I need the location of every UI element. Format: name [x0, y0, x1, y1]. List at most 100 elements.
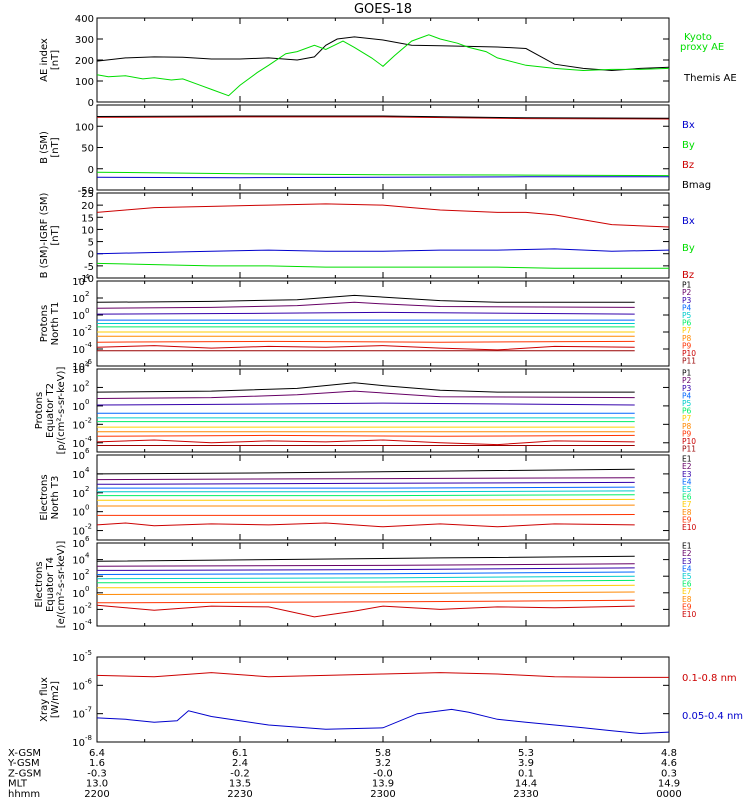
panel-6-legend-e6: E6: [682, 493, 692, 502]
panel-5-series-p3: [96, 402, 635, 406]
panel-5-legend-p7: P7: [682, 414, 692, 423]
panel-4-ytick-label: 10: [72, 311, 85, 322]
panel-7-legend-e5: E5: [682, 572, 692, 581]
panel-6-ytick-exponent: 0: [85, 504, 89, 512]
xaxis-tick-value: 13.9: [372, 779, 394, 790]
xaxis-tick-value: 6.4: [89, 748, 105, 759]
panel-5-legend-p11: P11: [682, 445, 696, 454]
panel-6-legend-e3: E3: [682, 470, 692, 479]
panel-5-ytick-label: 10: [72, 439, 85, 450]
xaxis-tick-value: 2230: [227, 789, 252, 800]
panel-6-ytick-label: 10: [72, 508, 85, 519]
panel-6-ytick-label: 10: [72, 470, 85, 481]
panel-5-ytick-exponent: -2: [85, 416, 92, 424]
panel-4-legend-p7: P7: [682, 326, 692, 335]
panel-7-ytick-label: 10: [72, 556, 85, 567]
panel-8-legend-0-05-0-4-nm: 0.05-0.4 nm: [682, 711, 743, 722]
panel-8-ylabel: Xray flux: [39, 677, 50, 722]
panel-7-series-e6: [96, 579, 635, 584]
panel-5-ylabel: Equator T2: [45, 383, 56, 438]
panel-4-ytick-exponent: 2: [85, 290, 89, 298]
panel-8-ytick-label: 10: [72, 710, 85, 721]
panel-6-ytick-label: 10: [72, 489, 85, 500]
panel-1-ytick-label: 200: [75, 56, 94, 67]
xaxis-row-label: X-GSM: [8, 748, 41, 759]
xaxis-row-label: Z-GSM: [8, 768, 41, 779]
xaxis-tick-value: 14.9: [658, 779, 680, 790]
panel-5-ytick-exponent: 4: [85, 361, 90, 369]
xaxis-tick-value: -0.2: [230, 768, 250, 779]
panel-7-series-e2: [96, 563, 635, 567]
panel-1-ytick-label: 100: [75, 77, 94, 88]
panel-7-series-e4: [96, 571, 635, 575]
xaxis-row-label: MLT: [8, 779, 28, 790]
panel-7-legend-e7: E7: [682, 587, 692, 596]
xaxis-tick-value: -0.0: [373, 768, 393, 779]
panel-7-ytick-label: 10: [72, 539, 85, 550]
panel-3-legend-bz: Bz: [682, 270, 694, 281]
panel-6-ytick-exponent: 2: [85, 485, 89, 493]
panel-6-series-e1: [96, 468, 635, 475]
panel-8-legend-0-1-0-8-nm: 0.1-0.8 nm: [682, 673, 737, 684]
panel-2-ytick-label: 0: [88, 165, 94, 176]
panel-6-ytick-label: 10: [72, 451, 85, 462]
panel-7-ytick-exponent: -4: [85, 618, 93, 626]
panel-6-series-e5: [97, 490, 635, 493]
panel-3-ylabel: [nT]: [50, 225, 61, 245]
panel-5-ylabel: [p/(cm²-s-sr-keV)]: [56, 367, 67, 455]
panel-6-legend-e4: E4: [682, 477, 692, 486]
panel-4-ytick-label: 10: [72, 345, 85, 356]
xaxis-tick-value: 0.3: [661, 768, 677, 779]
panel-7-legend-e1: E1: [682, 542, 692, 551]
panel-1-ylabel: AE index: [39, 38, 50, 82]
panel-7-ytick-label: 10: [72, 622, 85, 633]
xaxis-tick-value: 1.6: [89, 758, 105, 769]
panel-2-legend-bz: Bz: [682, 160, 694, 171]
panel-4-ytick-label: 10: [72, 277, 85, 288]
panel-6-ytick-exponent: 4: [85, 466, 90, 474]
panel-4-legend-p6: P6: [682, 319, 692, 328]
panel-7-series-e1: [96, 555, 635, 562]
panel-3-series-bx: [96, 248, 670, 255]
panel-1-series-kyoto-proxy-ae: [96, 34, 670, 97]
panel-7-ylabel: Electrons: [34, 561, 45, 607]
panel-5-ytick-exponent: -4: [85, 435, 93, 443]
panel-2-ytick-label: -50: [78, 186, 94, 197]
xaxis-tick-value: 4.8: [661, 748, 677, 759]
panel-6-ytick-exponent: -2: [85, 523, 92, 531]
panel-4-series-p9: [96, 340, 635, 343]
panel-4-ytick-label: 10: [72, 362, 85, 373]
panel-8-ytick-exponent: -8: [85, 734, 92, 742]
panel-7-series-e9: [96, 599, 635, 604]
panel-8-ytick-exponent: -5: [85, 649, 92, 657]
panel-4-ytick-exponent: -2: [85, 324, 92, 332]
panel-7-legend-e10: E10: [682, 610, 697, 619]
chart-title: GOES-18: [354, 2, 412, 17]
panel-2-legend-bx: Bx: [682, 120, 695, 131]
panel-7-ytick-label: 10: [72, 589, 85, 600]
panel-5-ylabel: Protons: [34, 392, 45, 429]
xaxis-tick-value: 13.0: [86, 779, 108, 790]
panel-4-series-p3: [96, 311, 635, 315]
panel-6-series-e10: [96, 522, 635, 528]
panel-7-ytick-exponent: 0: [85, 585, 89, 593]
panel-6-series-e4: [97, 486, 635, 489]
panel-5-ytick-label: 10: [72, 365, 85, 376]
xaxis-tick-value: 2200: [84, 789, 109, 800]
panel-2-series-bx: [96, 176, 669, 179]
panel-5-legend-p5: P5: [682, 399, 692, 408]
panel-4-legend-p5: P5: [682, 311, 692, 320]
panel-6-series-e7: [97, 498, 635, 501]
xaxis-tick-value: 2.4: [232, 758, 248, 769]
panel-5-ytick-label: 10: [72, 420, 85, 431]
panel-4-legend-p3: P3: [682, 296, 692, 305]
panel-7-legend-e8: E8: [682, 595, 692, 604]
panel-4-ylabel: Protons: [39, 305, 50, 342]
panel-8-ytick-label: 10: [72, 738, 85, 749]
panel-4-legend-p10: P10: [682, 349, 696, 358]
xaxis-tick-value: 3.9: [518, 758, 534, 769]
panel-5-series-p9: [96, 434, 635, 437]
panel-8-ytick-exponent: -7: [85, 706, 92, 714]
